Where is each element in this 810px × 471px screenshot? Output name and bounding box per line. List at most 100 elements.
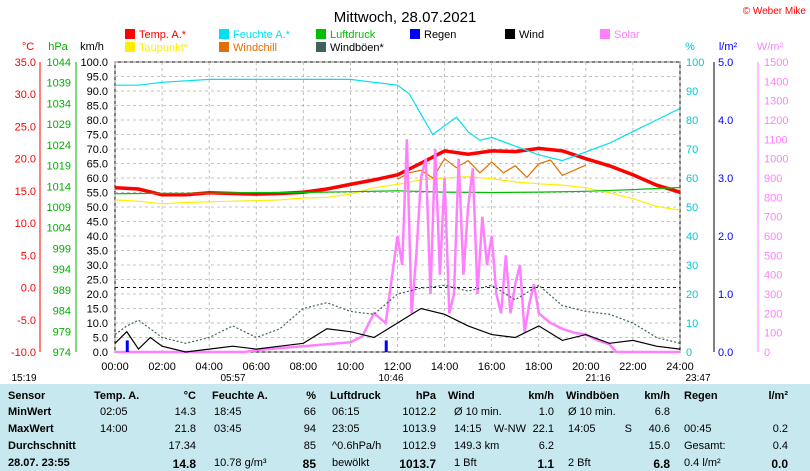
sun-time-label: 15:19	[11, 373, 36, 384]
table-cell: 18:45	[214, 406, 242, 418]
table-cell: 2 Bft	[568, 457, 591, 469]
table-cell: 14:05	[568, 423, 596, 435]
solar-tick-label: 200	[764, 308, 782, 320]
pressure-tick-label: 1034	[47, 98, 71, 110]
legend-label: Wind	[519, 29, 544, 41]
rain-tick-label: 1.0	[718, 289, 733, 301]
table-cell: MaxWert	[8, 423, 54, 435]
credit-label[interactable]: © Weber Mike	[743, 6, 807, 17]
x-tick-label: 12:00	[384, 361, 412, 373]
humidity-unit: %	[685, 41, 695, 53]
wind-tick-label: 60.0	[87, 173, 108, 185]
table-cell: km/h	[528, 390, 554, 402]
solar-tick-label: 1100	[764, 134, 788, 146]
wind-tick-label: 30.0	[87, 260, 108, 272]
legend-swatch	[219, 29, 229, 39]
wind-tick-label: 95.0	[87, 72, 108, 84]
humidity-tick-label: 20	[686, 289, 698, 301]
rain-tick-label: 3.0	[718, 173, 733, 185]
solar-tick-label: 600	[764, 231, 782, 243]
legend-label: Solar	[614, 29, 640, 41]
table-cell: 1013.9	[402, 423, 436, 435]
wind-tick-label: 35.0	[87, 246, 108, 258]
table-cell: Ø 10 min.	[454, 406, 502, 418]
table-cell: 02:05	[100, 406, 128, 418]
temp-tick-label: 15.0	[15, 186, 36, 198]
table-cell: 1.1	[537, 457, 554, 471]
pressure-tick-label: 999	[53, 243, 71, 255]
table-cell: MinWert	[8, 406, 52, 418]
table-cell: 1012.2	[402, 406, 436, 418]
pressure-unit: hPa	[48, 41, 68, 53]
x-tick-label: 18:00	[525, 361, 553, 373]
solar-tick-label: 0	[764, 347, 770, 359]
legend-label: Windchill	[233, 42, 277, 54]
x-tick-label: 22:00	[619, 361, 647, 373]
x-tick-label: 00:00	[101, 361, 129, 373]
temp-tick-label: 35.0	[15, 57, 36, 69]
wind-tick-label: 5.0	[93, 333, 108, 345]
series-line-taupunkt	[114, 176, 681, 211]
table-cell: Ø 10 min.	[568, 406, 616, 418]
temp-tick-label: -10.0	[11, 347, 36, 359]
legend-swatch	[219, 42, 229, 52]
temp-tick-label: 20.0	[15, 154, 36, 166]
legend-label: Temp. A.*	[139, 29, 187, 41]
wind-tick-label: 15.0	[87, 304, 108, 316]
humidity-tick-label: 100	[686, 57, 704, 69]
temp-unit: °C	[22, 41, 34, 53]
pressure-tick-label: 1039	[47, 78, 71, 90]
pressure-tick-label: 974	[53, 347, 71, 359]
wind-tick-label: 25.0	[87, 275, 108, 287]
table-cell: 0.0	[771, 457, 788, 471]
x-tick-label: 16:00	[478, 361, 506, 373]
x-tick-label: 02:00	[148, 361, 176, 373]
legend-swatch	[316, 29, 326, 39]
solar-tick-label: 100	[764, 328, 782, 340]
table-cell: hPa	[415, 390, 436, 402]
table-cell: 6.8	[654, 406, 670, 418]
table-cell: 21.8	[174, 423, 196, 435]
plot-area	[114, 78, 681, 354]
table-cell: 1.0	[538, 406, 554, 418]
table-cell: Feuchte A.	[212, 390, 268, 402]
table-cell: 14.3	[174, 406, 196, 418]
wind-tick-label: 40.0	[87, 231, 108, 243]
temp-tick-label: 25.0	[15, 121, 36, 133]
pressure-tick-label: 1024	[47, 140, 71, 152]
sun-time-label: 10:46	[378, 373, 403, 384]
legend-label: Regen	[424, 29, 456, 41]
wind-tick-label: 80.0	[87, 115, 108, 127]
temp-tick-label: 30.0	[15, 89, 36, 101]
pressure-tick-label: 994	[53, 264, 71, 276]
series-line-feuchte-a	[115, 78, 681, 162]
pressure-tick-label: 989	[53, 285, 71, 297]
solar-tick-label: 700	[764, 212, 782, 224]
table-cell: 1 Bft	[454, 457, 477, 469]
solar-tick-label: 1200	[764, 115, 788, 127]
rain-bar	[125, 340, 129, 352]
table-cell: 66	[303, 406, 316, 418]
table-cell: Regen	[684, 390, 718, 402]
table-cell: 14:00	[100, 423, 128, 435]
pressure-tick-label: 984	[53, 306, 71, 318]
table-cell: 1013.7	[399, 457, 436, 471]
temp-tick-label: 10.0	[15, 218, 36, 230]
table-cell: S	[624, 423, 632, 435]
wind-tick-label: 0.0	[93, 347, 108, 359]
sun-time-label: 23:47	[685, 373, 710, 384]
wind-tick-label: 45.0	[87, 217, 108, 229]
humidity-tick-label: 0	[686, 347, 692, 359]
weather-chart: Mittwoch, 28.07.2021 © Weber Mike Temp. …	[11, 6, 807, 384]
legend-swatch	[125, 29, 135, 39]
table-cell: 14.8	[172, 457, 196, 471]
legend-label: Luftdruck	[330, 29, 376, 41]
table-cell: 03:45	[214, 423, 242, 435]
legend-swatch	[316, 42, 326, 52]
pressure-tick-label: 1014	[47, 181, 71, 193]
wind-tick-label: 100.0	[80, 57, 108, 69]
humidity-tick-label: 60	[686, 173, 698, 185]
table-cell: °C	[183, 390, 196, 402]
wind-tick-label: 10.0	[87, 318, 108, 330]
table-cell: ^0.6hPa/h	[332, 440, 382, 452]
